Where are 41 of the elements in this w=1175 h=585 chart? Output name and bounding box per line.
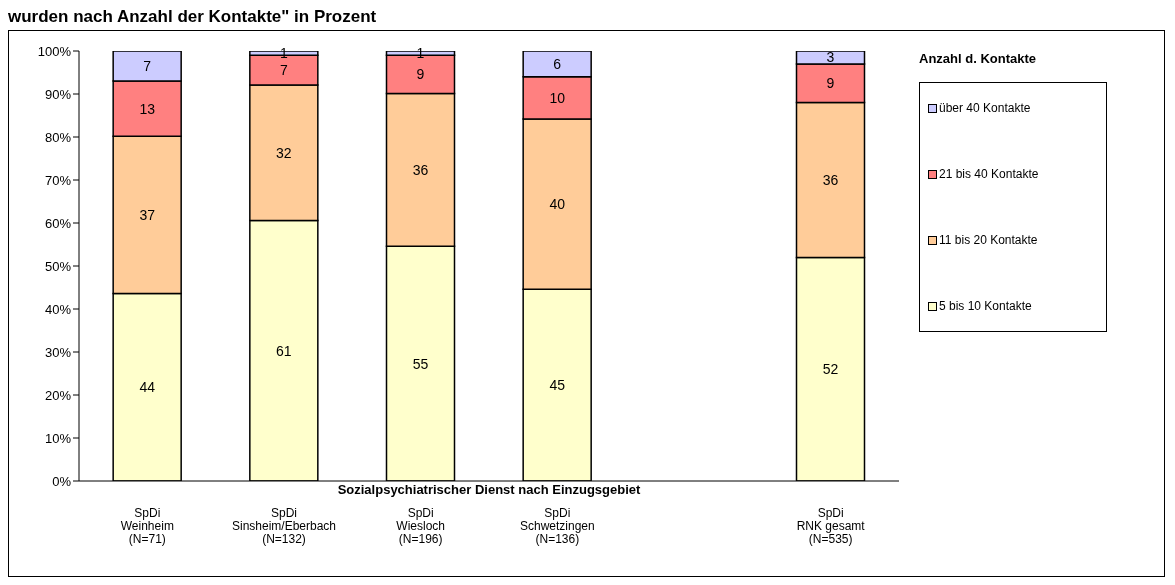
y-tick-label: 60% [44,215,72,231]
x-tick-label: SpDi RNK gesamt (N=535) [796,506,866,546]
x-tick-label: SpDi Weinheim (N=71) [120,506,174,546]
x-tick-label: SpDi Schwetzingen (N=136) [519,506,595,546]
data-label: 37 [139,206,156,223]
data-label: 52 [822,361,839,378]
x-axis-title: Sozialpsychiatrischer Dienst nach Einzugsgebiet [337,482,642,498]
x-tick-label: SpDi Wiesloch (N=196) [396,506,446,546]
data-label: 9 [826,75,835,92]
y-tick-label: 70% [44,172,72,188]
y-tick-label: 40% [44,301,72,317]
data-label: 10 [549,89,566,106]
chart-title: wurden nach Anzahl der Kontakte" in Prozent [8,7,378,28]
y-tick-label: 90% [44,86,72,102]
y-tick-label: 100% [37,43,72,59]
y-tick-label: 80% [44,129,72,145]
legend-label: 5 bis 10 Kontakte [938,299,1033,313]
x-tick-label: SpDi Sinsheim/Eberbach (N=132) [231,506,337,546]
data-label: 3 [826,49,835,66]
data-label: 6 [553,55,562,72]
data-label: 45 [549,377,566,394]
y-tick-label: 0% [52,473,72,489]
y-tick-label: 30% [44,344,72,360]
legend-title: Anzahl d. Kontakte [919,51,1037,66]
data-label: 32 [276,144,292,161]
data-label: 40 [549,196,566,213]
data-label: 7 [143,58,152,75]
data-label: 9 [416,66,425,83]
data-label: 55 [412,355,429,372]
data-label: 44 [139,379,156,396]
data-label: 13 [139,100,156,117]
data-label: 36 [412,161,429,178]
y-tick-label: 20% [44,387,72,403]
y-tick-label: 10% [44,430,72,446]
y-tick-label: 50% [44,258,72,274]
legend-label: 11 bis 20 Kontakte [938,233,1039,247]
data-label: 61 [276,342,292,359]
data-label: 36 [822,172,839,188]
data-label: 7 [279,62,288,79]
legend-label: über 40 Kontakte [938,101,1032,115]
legend-label: 21 bis 40 Kontakte [938,167,1040,181]
